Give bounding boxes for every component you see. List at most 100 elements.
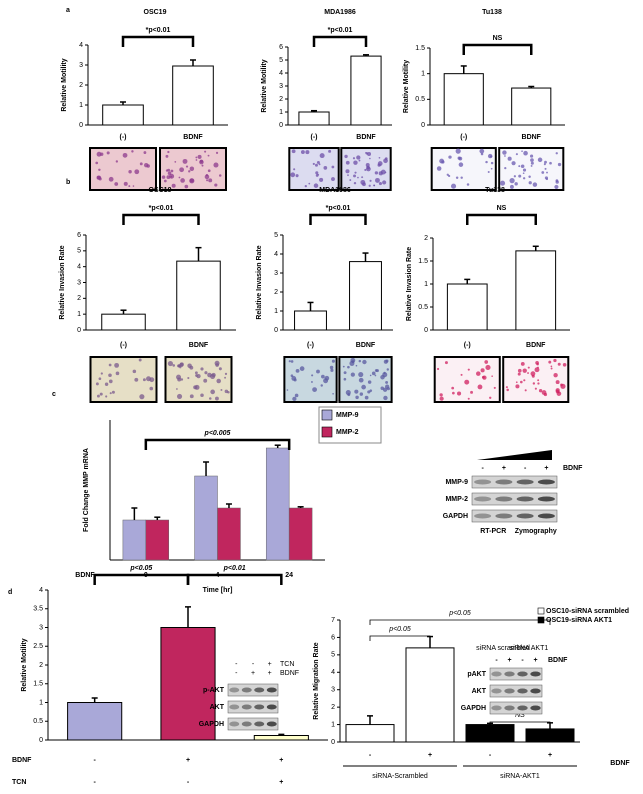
cell bbox=[555, 179, 559, 182]
x-tick-label: BDNF bbox=[526, 342, 546, 349]
cell bbox=[292, 396, 297, 402]
x-tick-label: + bbox=[548, 752, 552, 759]
cell bbox=[345, 160, 350, 165]
cell bbox=[378, 171, 383, 176]
cell bbox=[500, 180, 506, 186]
cell bbox=[371, 371, 376, 376]
blot-band bbox=[229, 704, 240, 710]
cell bbox=[555, 152, 558, 155]
cell bbox=[122, 152, 128, 158]
cell bbox=[315, 171, 319, 175]
x-tick-label: + bbox=[279, 779, 283, 786]
cell bbox=[316, 160, 320, 164]
cell bbox=[176, 393, 183, 399]
cell bbox=[187, 363, 192, 368]
cell bbox=[132, 185, 135, 187]
blot-band bbox=[241, 687, 252, 693]
x-tick-label: BDNF bbox=[183, 134, 203, 141]
blot-band bbox=[517, 688, 528, 694]
significance-label: NS bbox=[493, 35, 503, 42]
blot-band bbox=[266, 687, 277, 693]
bar bbox=[349, 261, 382, 331]
panel-label: a bbox=[66, 7, 70, 14]
y-tick-label: 1 bbox=[331, 721, 335, 728]
blot-band bbox=[495, 496, 513, 502]
cell bbox=[358, 371, 364, 378]
cell bbox=[358, 159, 361, 162]
x-tick-label: BDNF bbox=[356, 342, 376, 349]
cell bbox=[535, 360, 539, 365]
cell bbox=[455, 176, 459, 179]
cell bbox=[383, 371, 386, 375]
blot-band bbox=[530, 671, 541, 677]
blot-band bbox=[474, 496, 492, 502]
cell bbox=[305, 150, 310, 155]
cell bbox=[355, 395, 359, 400]
group-label: siRNA-Scrambled bbox=[372, 773, 428, 780]
error-bar bbox=[225, 503, 232, 508]
y-axis-label: Relative Invasion Rate bbox=[406, 247, 413, 321]
cell bbox=[386, 387, 390, 391]
cell bbox=[142, 378, 146, 382]
bar bbox=[102, 104, 144, 126]
error-bar bbox=[464, 278, 471, 284]
blot-condition-label: BDNF bbox=[280, 670, 299, 677]
x-tick-label: BDNF bbox=[522, 134, 542, 141]
y-axis-label: Relative Motility bbox=[261, 59, 268, 112]
legend-label: OSC10-siRNA scrambled bbox=[546, 608, 629, 615]
error-bar bbox=[362, 252, 369, 262]
cell bbox=[538, 389, 543, 393]
cell bbox=[439, 393, 443, 397]
cell bbox=[347, 365, 350, 369]
cell bbox=[358, 359, 362, 363]
cell bbox=[361, 176, 364, 179]
bar bbox=[515, 250, 557, 331]
cell bbox=[361, 384, 366, 390]
bar bbox=[176, 260, 221, 331]
cell bbox=[115, 371, 120, 376]
blot-sign: + bbox=[533, 657, 537, 664]
cell bbox=[220, 388, 223, 391]
blot-row-label: MMP-9 bbox=[445, 479, 468, 486]
cell bbox=[312, 387, 317, 393]
bar bbox=[67, 702, 123, 741]
cell bbox=[537, 157, 543, 163]
cell bbox=[293, 168, 296, 171]
cell bbox=[132, 369, 137, 374]
y-tick-label: 3 bbox=[274, 270, 278, 277]
cell bbox=[182, 158, 188, 164]
blot-wedge bbox=[477, 450, 552, 460]
cell bbox=[213, 162, 219, 168]
cell bbox=[188, 170, 191, 173]
cell bbox=[166, 175, 171, 180]
cell bbox=[167, 360, 173, 367]
cell bbox=[513, 175, 516, 178]
cell bbox=[321, 374, 325, 379]
cell bbox=[507, 156, 512, 161]
cell bbox=[378, 182, 383, 186]
blot-band bbox=[504, 688, 515, 694]
cell bbox=[517, 368, 522, 373]
blot-sign: + bbox=[268, 670, 272, 677]
cell bbox=[209, 397, 212, 400]
cell bbox=[377, 163, 381, 167]
cell bbox=[555, 389, 560, 394]
blot-sign: - bbox=[235, 661, 238, 668]
significance-bracket bbox=[121, 35, 195, 47]
y-tick-label: 0.5 bbox=[418, 304, 428, 311]
blot-sign: - bbox=[235, 670, 238, 677]
cell bbox=[179, 167, 185, 173]
cell bbox=[195, 374, 198, 377]
bar bbox=[172, 65, 214, 126]
x-row-label: BDNF bbox=[12, 757, 32, 764]
x-tick-label: (-) bbox=[311, 134, 318, 141]
cell bbox=[207, 154, 210, 157]
y-tick-label: 4 bbox=[331, 669, 335, 676]
significance-bracket bbox=[186, 573, 283, 585]
cell bbox=[382, 180, 387, 185]
cell bbox=[470, 390, 474, 394]
y-tick-label: 4 bbox=[274, 251, 278, 258]
cell bbox=[352, 157, 356, 160]
x-axis-label: Time [hr] bbox=[203, 587, 233, 594]
cell bbox=[180, 178, 185, 183]
